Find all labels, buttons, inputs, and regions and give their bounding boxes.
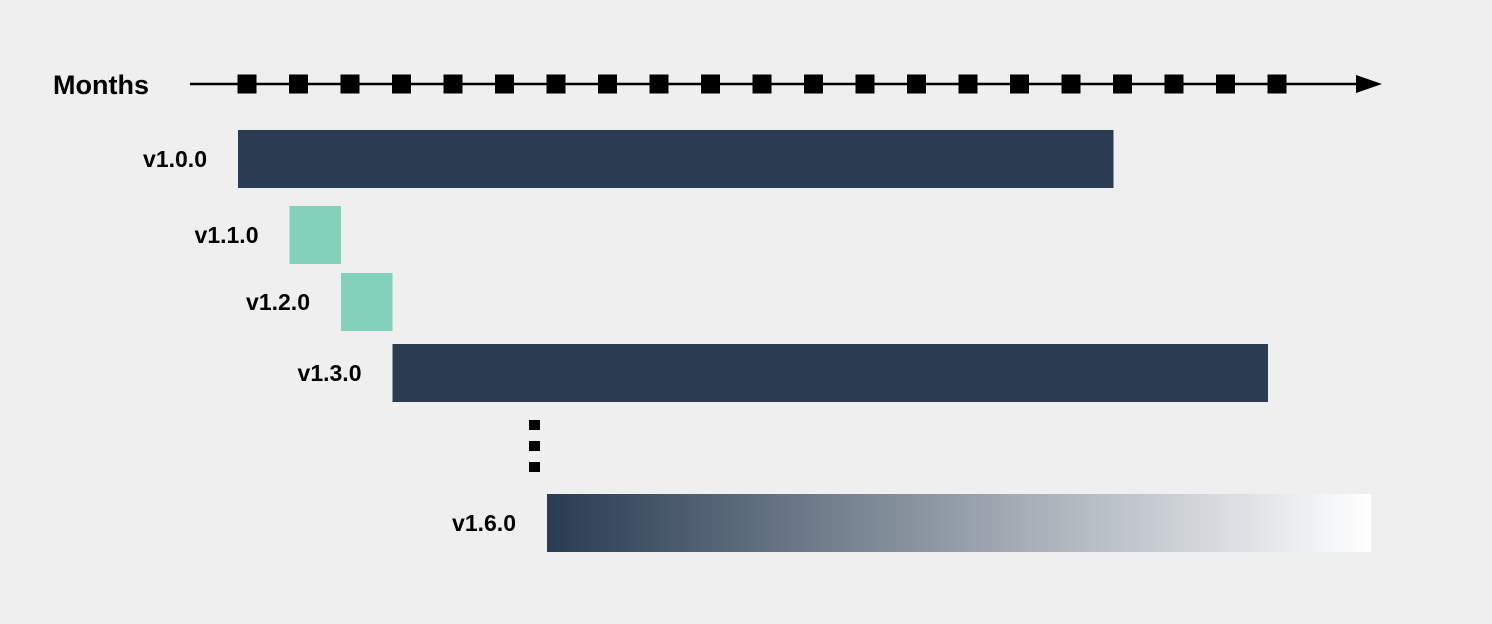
ellipsis-dots <box>529 420 540 472</box>
release-bar-v1.2.0 <box>341 273 393 331</box>
release-label: v1.1.0 <box>195 222 259 248</box>
axis-tick <box>958 74 978 94</box>
axis-tick <box>1010 74 1029 94</box>
axis-label: Months <box>53 70 149 100</box>
axis-tick <box>752 74 772 94</box>
ellipsis-dot <box>529 441 540 451</box>
axis-tick <box>237 74 257 94</box>
axis-tick <box>1216 74 1235 94</box>
release-label: v1.6.0 <box>452 510 516 536</box>
axis-tick <box>855 74 875 94</box>
release-label: v1.0.0 <box>143 146 207 172</box>
release-bar-v1.1.0 <box>289 206 341 264</box>
axis-tick <box>495 74 514 94</box>
release-label: v1.3.0 <box>298 360 362 386</box>
axis-tick <box>289 74 308 94</box>
axis-tick <box>598 74 617 94</box>
axis-tick <box>1061 74 1081 94</box>
release-label: v1.2.0 <box>246 289 310 315</box>
axis-tick <box>649 74 669 94</box>
axis-tick <box>392 74 411 94</box>
axis-tick <box>340 74 360 94</box>
axis-tick <box>907 74 926 94</box>
axis-tick <box>804 74 823 94</box>
release-bar-v1.3.0 <box>392 344 1268 402</box>
ellipsis-dot <box>529 420 540 430</box>
axis-tick <box>1113 74 1132 94</box>
ellipsis-dot <box>529 462 540 472</box>
axis-tick <box>701 74 720 94</box>
axis-ticks <box>237 74 1287 94</box>
axis-tick <box>546 74 566 94</box>
release-bar-v1.6.0 <box>547 494 1371 552</box>
axis-arrow-icon <box>1356 75 1382 93</box>
axis-tick <box>443 74 463 94</box>
release-bars: v1.0.0 v1.1.0 v1.2.0 v1.3.0 v1.6.0 <box>143 130 1371 552</box>
release-bar-v1.0.0 <box>238 130 1114 188</box>
axis-tick <box>1164 74 1184 94</box>
axis-tick <box>1267 74 1287 94</box>
